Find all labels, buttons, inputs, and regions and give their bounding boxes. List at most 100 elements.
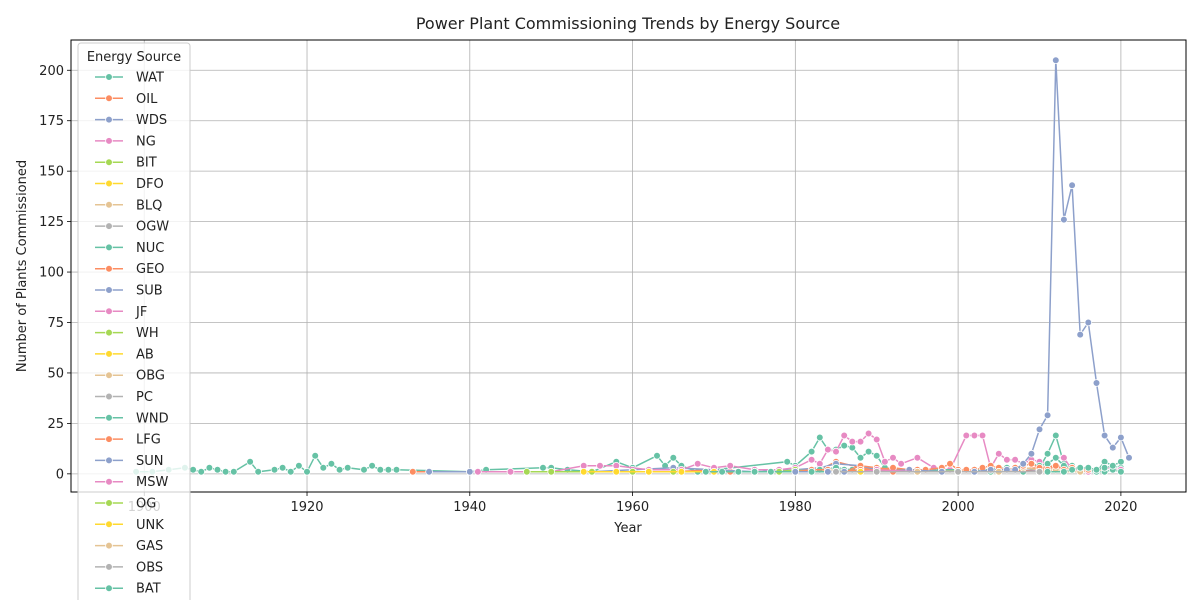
data-point [1117, 457, 1125, 466]
legend-item-geo: GEO [95, 262, 165, 277]
legend-item-wh: WH [95, 326, 159, 341]
legend-box [77, 42, 191, 600]
legend-label: UNK [136, 518, 164, 533]
data-point [881, 457, 889, 466]
legend-swatch-marker [105, 563, 113, 571]
legend: Energy Source WAT OIL WDS NG BIT DFO BLQ OGW NUC G… [77, 42, 191, 600]
data-point [1035, 425, 1044, 434]
legend-swatch-marker [105, 456, 113, 465]
legend-item-wat: WAT [95, 71, 164, 86]
legend-item-sun: SUN [95, 454, 164, 469]
legend-item-lfg: LFG [95, 433, 161, 448]
chart-title: Power Plant Commissioning Trends by Ener… [416, 14, 840, 33]
legend-swatch-marker [105, 392, 113, 401]
data-point [343, 463, 352, 472]
data-point [197, 467, 206, 476]
legend-label: WH [136, 326, 159, 341]
data-point [807, 447, 816, 456]
data-point [189, 465, 197, 474]
data-point [1125, 453, 1133, 462]
data-point [319, 463, 328, 472]
x-tick-label: 2000 [942, 500, 975, 515]
data-point [1060, 467, 1068, 476]
tick-layer: 1900192019401960198020002020025507510012… [39, 64, 1137, 515]
series-bat [1043, 457, 1125, 476]
series-layer [132, 56, 1133, 476]
legend-label: OBG [136, 369, 165, 384]
data-point [994, 449, 1003, 458]
legend-swatch-marker [105, 477, 113, 486]
x-tick-label: 1940 [453, 500, 486, 515]
data-point [1027, 449, 1036, 458]
legend-label: BIT [136, 156, 157, 171]
data-point [1076, 330, 1084, 339]
legend-item-bit: BIT [95, 156, 157, 171]
legend-label: NUC [136, 241, 164, 256]
y-tick-label: 100 [39, 266, 64, 281]
data-point [465, 467, 474, 476]
data-point [864, 429, 873, 438]
data-point [954, 467, 962, 476]
legend-item-bat: BAT [95, 582, 161, 597]
legend-item-gas: GAS [95, 539, 163, 554]
legend-swatch-marker [105, 520, 113, 529]
data-point [579, 467, 588, 476]
legend-item-oil: OIL [95, 92, 158, 107]
legend-title: Energy Source [87, 50, 181, 65]
data-point [1052, 431, 1060, 440]
x-tick-label: 1980 [779, 500, 812, 515]
data-point [335, 465, 344, 474]
data-point [213, 465, 222, 474]
legend-item-blq: BLQ [95, 198, 162, 213]
data-point [856, 453, 865, 462]
data-point [539, 463, 547, 472]
x-tick-label: 1920 [290, 500, 323, 515]
legend-item-nuc: NUC [95, 241, 164, 256]
legend-item-sub: SUB [95, 284, 163, 299]
data-point [270, 465, 279, 474]
x-tick-label: 1960 [616, 500, 649, 515]
legend-label: MSW [136, 475, 168, 490]
legend-label: DFO [136, 177, 164, 192]
legend-swatch-marker [105, 584, 113, 592]
x-tick-label: 2020 [1104, 500, 1137, 515]
legend-swatch-marker [105, 499, 113, 507]
data-point [889, 453, 897, 462]
data-point [1052, 56, 1060, 64]
legend-swatch-marker [105, 94, 113, 103]
data-point [734, 467, 743, 476]
data-point [644, 467, 653, 476]
data-point [726, 461, 734, 470]
legend-swatch-marker [105, 201, 113, 209]
data-point [1052, 461, 1060, 470]
data-point [1092, 465, 1101, 474]
data-point [872, 435, 881, 444]
data-point [612, 467, 621, 476]
grid-layer [71, 40, 1186, 492]
data-point [1003, 455, 1011, 464]
series-line [477, 432, 1121, 473]
y-tick-label: 50 [47, 366, 64, 381]
data-point [1043, 411, 1052, 420]
data-point [295, 461, 303, 470]
data-point [1043, 467, 1052, 476]
data-point [693, 459, 702, 468]
y-tick-label: 25 [47, 417, 64, 432]
data-point [368, 461, 376, 470]
legend-swatch-marker [105, 307, 113, 316]
data-point [653, 451, 661, 460]
plot-frame [70, 39, 1187, 493]
y-tick-label: 125 [39, 215, 64, 230]
data-point [750, 467, 759, 476]
legend-item-ogw: OGW [95, 220, 169, 235]
data-point [701, 467, 710, 476]
data-point [815, 433, 824, 442]
legend-item-dfo: DFO [95, 177, 164, 192]
legend-label: BAT [136, 582, 161, 597]
legend-swatch-marker [105, 179, 113, 188]
legend-label: PC [136, 390, 153, 405]
data-point [848, 437, 857, 446]
data-point [669, 453, 678, 462]
data-point [286, 467, 295, 476]
legend-label: OBS [136, 560, 163, 575]
